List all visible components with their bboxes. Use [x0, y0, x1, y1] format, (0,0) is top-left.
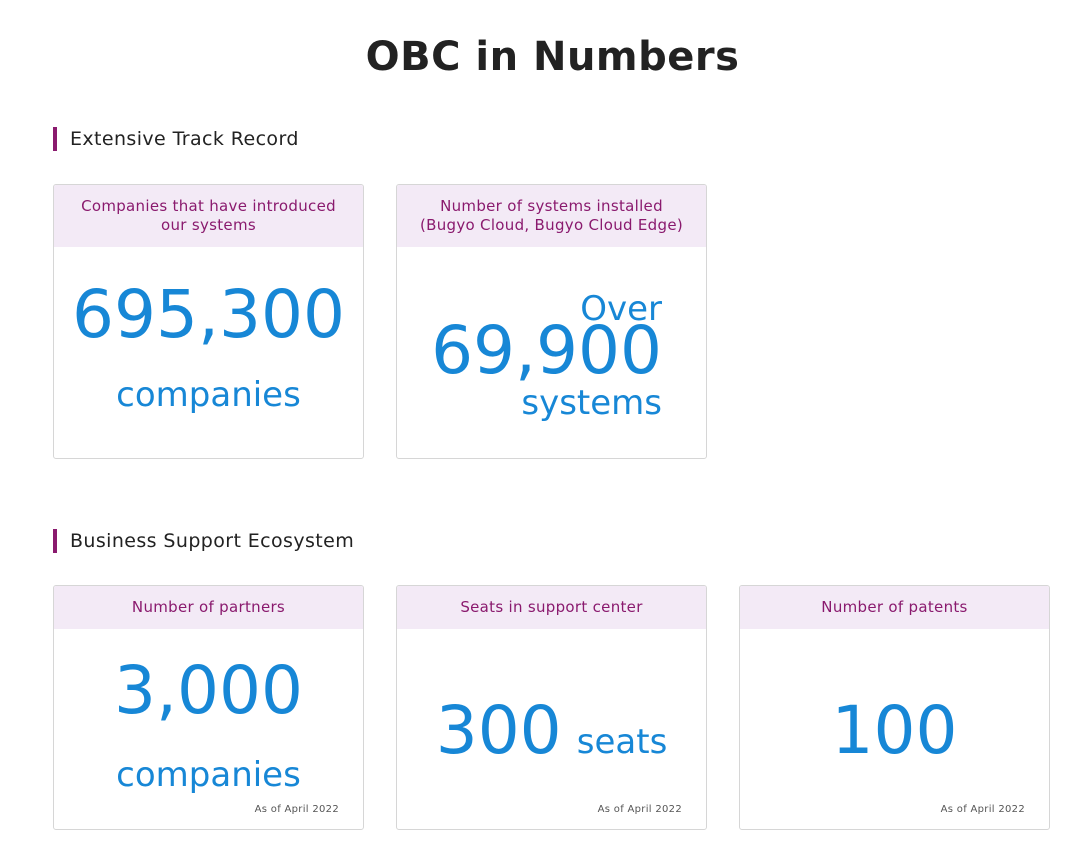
stat-card-seats: Seats in support center 300 seats As of …: [396, 585, 707, 830]
section-heading-label: Extensive Track Record: [70, 128, 299, 150]
card-header-line: Companies that have introduced: [81, 197, 336, 215]
card-header-line: our systems: [161, 216, 256, 234]
card-header: Number of partners: [54, 586, 363, 629]
card-header-line: (Bugyo Cloud, Bugyo Cloud Edge): [419, 216, 684, 234]
card-header-label: Seats in support center: [460, 598, 643, 616]
card-header-label: Number of patents: [821, 598, 968, 616]
stat-unit: companies: [116, 755, 301, 795]
card-body: 695,300 companies: [54, 247, 363, 458]
section-heading-label: Business Support Ecosystem: [70, 530, 355, 552]
as-of-note: As of April 2022: [254, 804, 339, 815]
section-accent-bar: [53, 127, 57, 151]
stat-value-row: 300 seats: [397, 691, 706, 771]
card-header: Companies that have introduced our syste…: [54, 185, 363, 247]
stat-card-partners: Number of partners 3,000 companies As of…: [53, 585, 364, 830]
section-heading-ecosystem: Business Support Ecosystem: [53, 529, 354, 553]
stat-card-patents: Number of patents 100 As of April 2022: [739, 585, 1050, 830]
card-header-label: Number of partners: [131, 598, 286, 616]
card-body: 300 seats As of April 2022: [397, 629, 706, 829]
stat-card-systems: Number of systems installed (Bugyo Cloud…: [396, 184, 707, 459]
stat-unit: seats: [576, 722, 668, 762]
card-header: Number of patents: [740, 586, 1049, 629]
stat-value: 695,300: [72, 276, 345, 353]
card-header: Seats in support center: [397, 586, 706, 629]
stat-value: 300: [435, 692, 562, 769]
section-heading-track-record: Extensive Track Record: [53, 127, 299, 151]
card-body: 3,000 companies As of April 2022: [54, 629, 363, 829]
card-body: Over 69,900 systems: [397, 247, 706, 458]
stat-prefix: Over: [580, 289, 662, 329]
stat-value: 100: [831, 692, 958, 769]
as-of-note: As of April 2022: [597, 804, 682, 815]
section-accent-bar: [53, 529, 57, 553]
card-body: 100 As of April 2022: [740, 629, 1049, 829]
card-header: Number of systems installed (Bugyo Cloud…: [397, 185, 706, 247]
stat-unit: companies: [116, 375, 301, 415]
stat-value: 69,900: [431, 312, 662, 389]
stat-unit: systems: [521, 383, 662, 423]
card-header-line: Number of systems installed: [440, 197, 663, 215]
stat-value: 3,000: [114, 652, 303, 729]
page-title: OBC in Numbers: [365, 34, 740, 80]
stat-card-companies: Companies that have introduced our syste…: [53, 184, 364, 459]
as-of-note: As of April 2022: [940, 804, 1025, 815]
